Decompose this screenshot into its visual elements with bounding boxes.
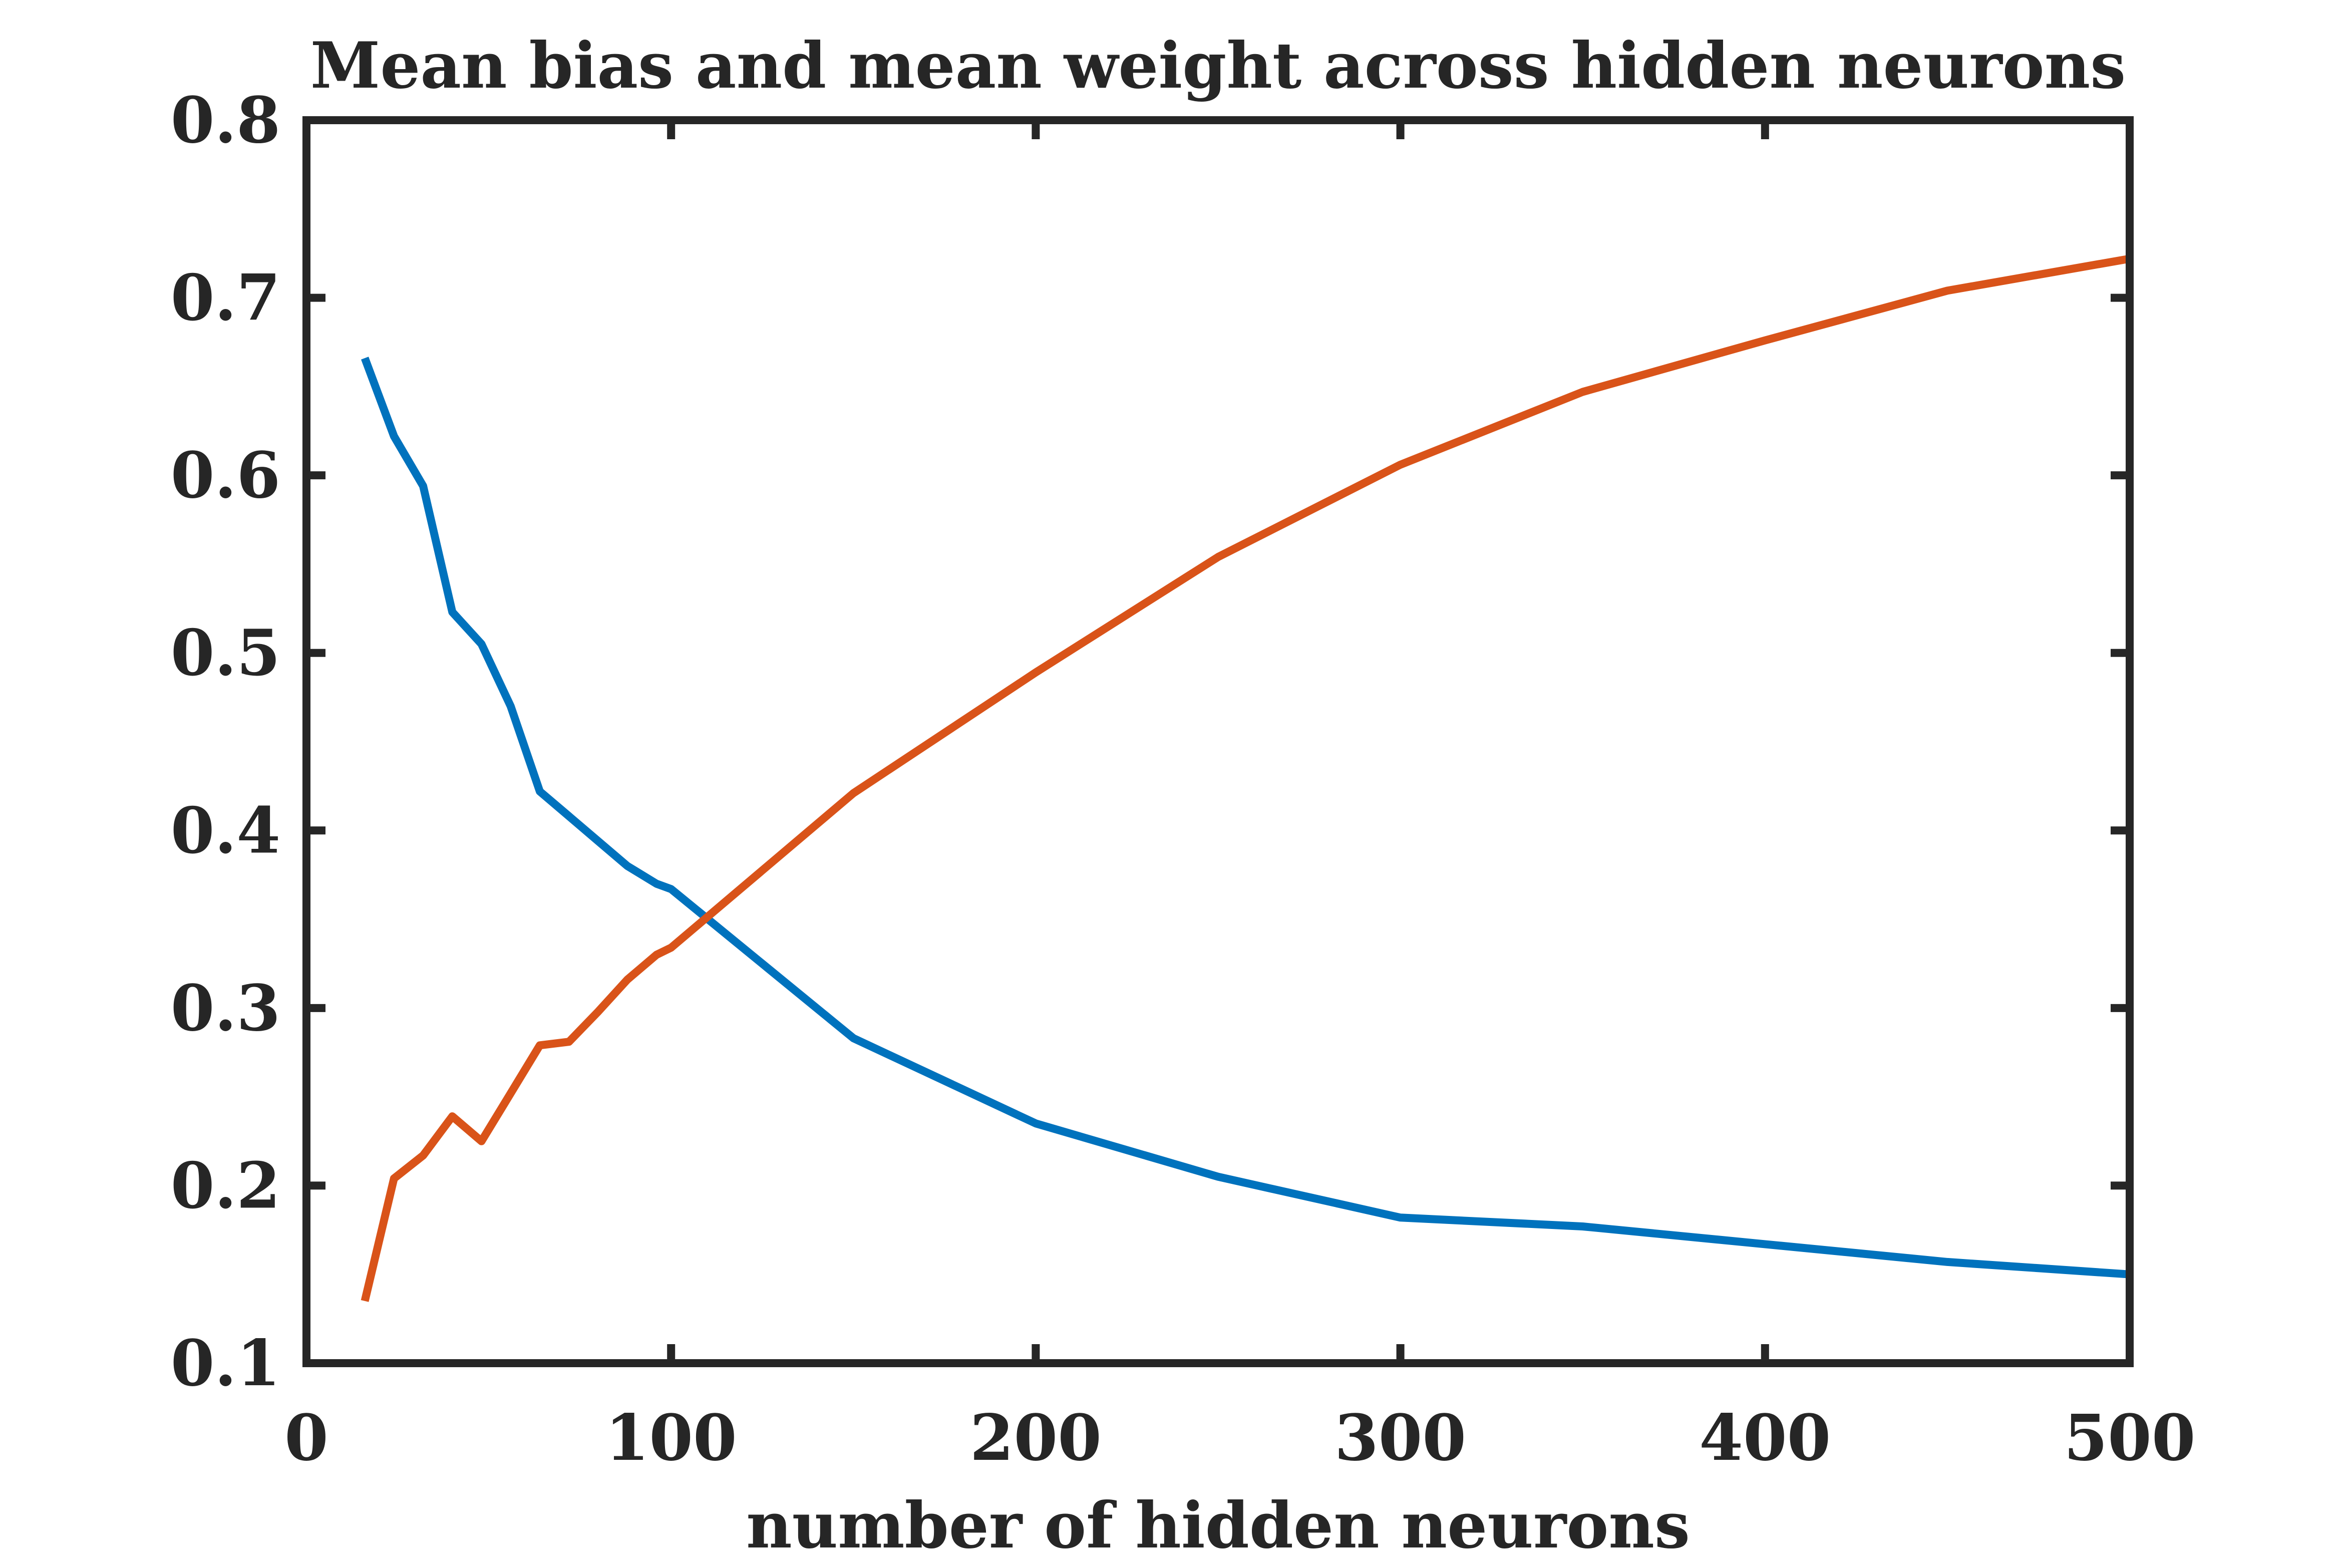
x-tick-label: 200: [970, 1401, 1102, 1475]
chart-title: Mean bias and mean weight across hidden …: [310, 29, 2126, 103]
x-axis-label: number of hidden neurons: [746, 1488, 1690, 1562]
ticks-group: 0 100 200 300 400 500 0.1 0.2 0.3 0.4 0.5 0.6 0.7 0.8: [171, 83, 2196, 1475]
axes-box: [302, 116, 2134, 1367]
x-tick-label: 500: [2064, 1401, 2195, 1475]
x-tick-label: 400: [1699, 1401, 1831, 1475]
y-tick-label: 0.4: [171, 793, 280, 867]
y-tick-label: 0.7: [171, 261, 280, 335]
series-line-2: [361, 254, 2131, 1302]
series-group: [361, 254, 2131, 1302]
x-tick-label: 100: [605, 1401, 737, 1475]
y-tick-label: 0.6: [171, 438, 280, 512]
y-tick-label: 0.2: [171, 1148, 280, 1222]
y-tick-label: 0.3: [171, 971, 280, 1045]
y-tick-label: 0.5: [171, 616, 280, 690]
series-line-1: [361, 357, 2130, 1279]
x-tick-label: 0: [284, 1401, 328, 1475]
y-tick-label: 0.1: [171, 1326, 280, 1400]
y-tick-label: 0.8: [171, 83, 280, 157]
x-tick-label: 300: [1334, 1401, 1466, 1475]
